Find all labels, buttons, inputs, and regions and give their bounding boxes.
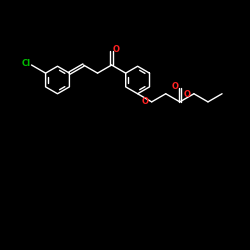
- Text: O: O: [141, 96, 148, 106]
- Text: O: O: [113, 46, 120, 54]
- Text: O: O: [184, 90, 191, 99]
- Text: O: O: [172, 82, 179, 91]
- Text: Cl: Cl: [22, 59, 30, 68]
